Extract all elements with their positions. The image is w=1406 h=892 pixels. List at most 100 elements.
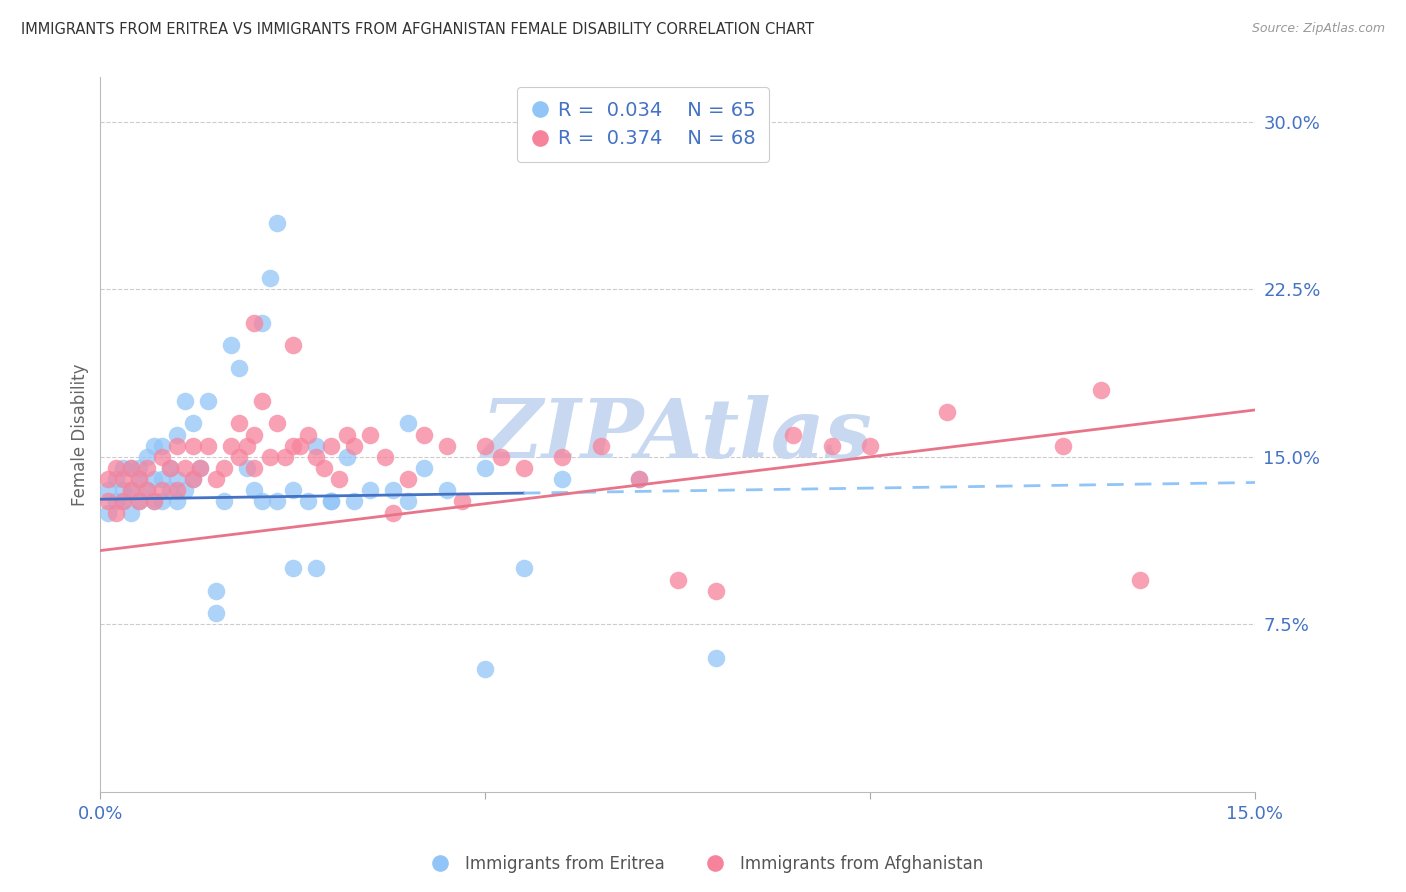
Point [112,461,135,475]
Point [97,494,120,508]
Point [104,494,127,508]
Text: ZIPAtlas: ZIPAtlas [482,394,873,475]
Point [266,494,288,508]
Point [143,494,166,508]
Point [381,483,404,498]
Point [190,461,212,475]
Point [243,427,266,442]
Point [305,450,328,464]
Point [305,439,328,453]
Point [104,472,127,486]
Point [297,494,319,508]
Text: Source: ZipAtlas.com: Source: ZipAtlas.com [1251,22,1385,36]
Point [321,439,343,453]
Point [474,461,496,475]
Point [135,483,157,498]
Point [243,483,266,498]
Point [1090,383,1112,397]
Point [628,472,651,486]
Point [143,494,166,508]
Legend: R =  0.034    N = 65, R =  0.374    N = 68: R = 0.034 N = 65, R = 0.374 N = 68 [517,87,769,162]
Point [412,427,434,442]
Point [281,483,304,498]
Point [259,450,281,464]
Point [297,427,319,442]
Point [166,494,188,508]
Point [120,506,142,520]
Point [321,494,343,508]
Point [181,417,204,431]
Point [204,583,226,598]
Point [250,494,273,508]
Point [128,472,150,486]
Point [359,427,381,442]
Point [166,427,188,442]
Point [112,483,135,498]
Point [343,439,366,453]
Point [181,472,204,486]
Point [396,472,419,486]
Point [474,439,496,453]
Point [235,461,257,475]
Point [166,472,188,486]
Point [551,450,574,464]
Point [328,472,350,486]
Point [396,417,419,431]
Point [204,472,226,486]
Point [321,494,343,508]
Point [150,450,173,464]
Point [166,439,188,453]
Legend: Immigrants from Eritrea, Immigrants from Afghanistan: Immigrants from Eritrea, Immigrants from… [416,848,990,880]
Point [259,271,281,285]
Point [166,483,188,498]
Point [243,316,266,330]
Point [250,394,273,409]
Point [150,483,173,498]
Point [396,494,419,508]
Point [359,483,381,498]
Point [112,472,135,486]
Point [143,472,166,486]
Point [135,450,157,464]
Point [266,417,288,431]
Point [128,461,150,475]
Point [128,472,150,486]
Point [782,427,804,442]
Point [97,472,120,486]
Point [451,494,474,508]
Point [97,506,120,520]
Y-axis label: Female Disability: Female Disability [72,363,89,506]
Point [159,461,181,475]
Point [551,472,574,486]
Point [174,461,197,475]
Point [704,583,727,598]
Point [704,650,727,665]
Point [197,394,219,409]
Point [104,506,127,520]
Point [190,461,212,475]
Point [135,461,157,475]
Point [374,450,396,464]
Point [181,472,204,486]
Point [281,561,304,575]
Point [1052,439,1074,453]
Point [474,662,496,676]
Point [312,461,335,475]
Point [512,561,534,575]
Point [936,405,959,419]
Point [212,494,235,508]
Point [666,573,689,587]
Point [120,461,142,475]
Point [150,472,173,486]
Point [112,494,135,508]
Point [128,494,150,508]
Point [305,561,328,575]
Point [228,417,250,431]
Point [243,461,266,475]
Point [181,439,204,453]
Point [150,494,173,508]
Point [489,450,512,464]
Point [436,439,458,453]
Point [266,215,288,229]
Point [212,461,235,475]
